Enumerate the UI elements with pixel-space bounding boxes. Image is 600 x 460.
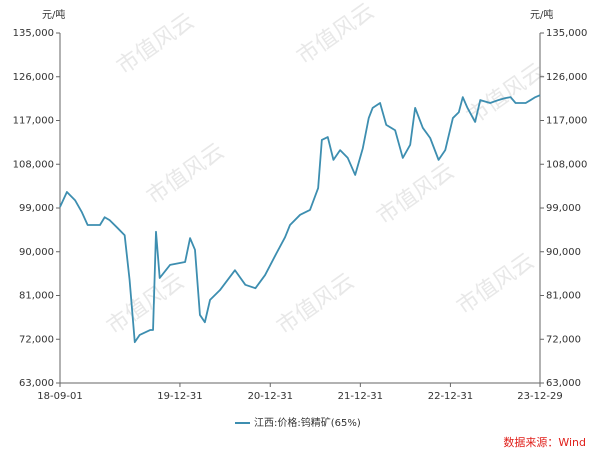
y2-tick-label: 126,000 — [546, 72, 587, 83]
y2-tick-label: 135,000 — [546, 28, 587, 39]
y2-tick-label: 81,000 — [546, 291, 581, 302]
y-axis-unit: 元/吨 — [42, 8, 65, 21]
y-tick-label: 72,000 — [19, 334, 54, 345]
watermark: 市值风云 — [103, 269, 189, 340]
legend-label: 江西:价格:钨精矿(65%) — [254, 416, 361, 429]
watermark: 市值风云 — [143, 139, 229, 210]
watermark: 市值风云 — [293, 0, 379, 70]
y-tick-label: 108,000 — [13, 159, 54, 170]
source-note: 数据来源：Wind — [503, 435, 586, 449]
data-line — [59, 94, 541, 344]
x-tick-label: 19-12-31 — [157, 391, 202, 402]
watermark: 市值风云 — [113, 9, 199, 80]
x-tick-label: 23-12-29 — [517, 391, 562, 402]
watermark: 市值风云 — [453, 249, 539, 320]
watermark: 市值风云 — [373, 159, 459, 230]
y-tick-label: 117,000 — [13, 116, 54, 127]
y-tick-label: 126,000 — [13, 72, 54, 83]
y-tick-label: 99,000 — [19, 203, 54, 214]
y2-tick-label: 72,000 — [546, 334, 581, 345]
y-tick-label: 63,000 — [19, 378, 54, 389]
y2-tick-label: 63,000 — [546, 378, 581, 389]
y2-axis-unit: 元/吨 — [530, 8, 553, 21]
x-tick-label: 20-12-31 — [248, 391, 293, 402]
y-tick-label: 81,000 — [19, 291, 54, 302]
y2-tick-label: 117,000 — [546, 116, 587, 127]
x-tick-label: 18-09-01 — [37, 391, 82, 402]
watermark: 市值风云 — [273, 269, 359, 340]
x-tick-label: 21-12-31 — [338, 391, 383, 402]
y2-tick-label: 90,000 — [546, 247, 581, 258]
y-tick-label: 135,000 — [13, 28, 54, 39]
y2-tick-label: 108,000 — [546, 159, 587, 170]
y-tick-label: 90,000 — [19, 247, 54, 258]
y2-tick-label: 99,000 — [546, 203, 581, 214]
x-tick-label: 22-12-31 — [428, 391, 473, 402]
